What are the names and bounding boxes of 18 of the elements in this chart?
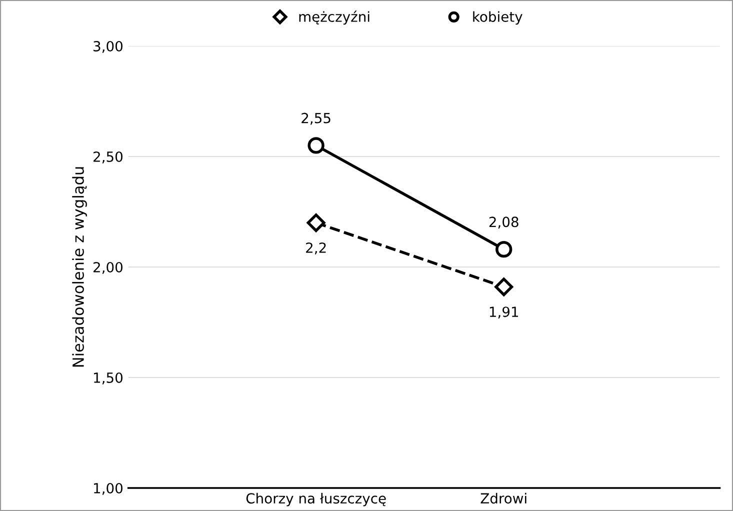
legend-label: mężczyźni xyxy=(299,10,370,25)
point xyxy=(496,240,512,258)
y-tick-label: 2,00 xyxy=(94,262,122,274)
point xyxy=(308,137,324,154)
legend-label: kobiety xyxy=(473,11,522,25)
y-tick-label: 1,00 xyxy=(94,482,122,495)
y-tick-label: 2,50 xyxy=(94,151,122,164)
x-tick-label: Chorzy na łuszczycę xyxy=(246,492,386,506)
data-label: 2,55 xyxy=(302,112,330,125)
data-label: 1,91 xyxy=(490,306,518,318)
point xyxy=(494,278,514,296)
y-axis-title: Niezadowolenie z wyglądu xyxy=(72,167,87,367)
y-tick-label: 3,00 xyxy=(94,40,122,53)
y-tick-label: 1,50 xyxy=(94,372,122,384)
x-tick-label: Zdrowi xyxy=(480,492,526,504)
point xyxy=(306,214,326,232)
data-label: 2,08 xyxy=(489,216,518,229)
data-label: 2,2 xyxy=(306,242,326,254)
